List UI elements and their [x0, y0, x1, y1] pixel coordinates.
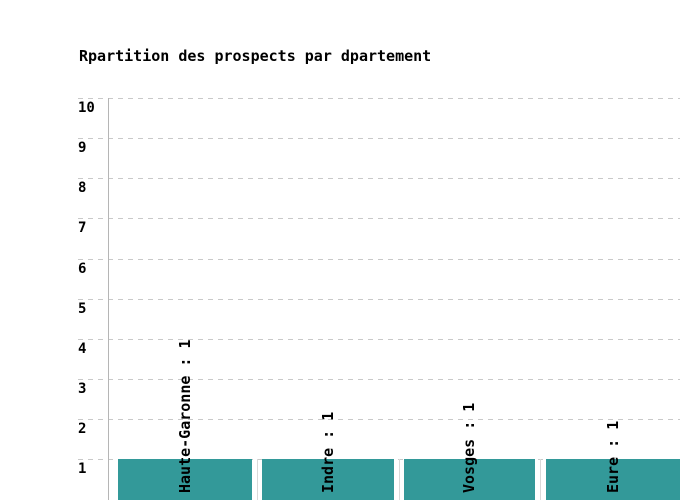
bar-value-label: Indre : 1	[318, 411, 337, 493]
bar-haute-garonne	[118, 459, 252, 500]
bar-vosges	[404, 459, 535, 500]
chart-title: Rpartition des prospects par dpartement	[79, 47, 432, 65]
y-tick-label: 6	[78, 261, 87, 277]
bar-value-label: Eure : 1	[603, 420, 622, 493]
category-separator-tick	[399, 459, 400, 500]
gridline	[78, 299, 680, 300]
category-separator-tick	[540, 459, 541, 500]
y-tick-label: 9	[78, 140, 87, 156]
y-tick-label: 3	[78, 381, 87, 397]
gridline	[78, 98, 680, 99]
y-tick-label: 4	[78, 341, 87, 357]
gridline	[78, 218, 680, 219]
category-separator-tick	[257, 459, 258, 500]
gridline	[78, 178, 680, 179]
y-axis-line	[108, 98, 109, 500]
y-tick-label: 2	[78, 421, 87, 437]
y-tick-label: 8	[78, 180, 87, 196]
y-tick-label: 10	[78, 100, 95, 116]
bar-value-label: Vosges : 1	[460, 402, 478, 493]
gridline	[78, 138, 680, 139]
bar-value-label: Haute-Garonne : 1	[175, 339, 194, 493]
bar-indre	[262, 459, 394, 500]
y-tick-label: 7	[78, 220, 87, 236]
bar-eure	[546, 459, 680, 500]
gridline	[78, 259, 680, 260]
gridline	[78, 379, 680, 380]
y-tick-label: 5	[78, 301, 87, 317]
gridline	[78, 339, 680, 340]
y-tick-label: 1	[78, 461, 87, 477]
gridline	[78, 419, 680, 420]
